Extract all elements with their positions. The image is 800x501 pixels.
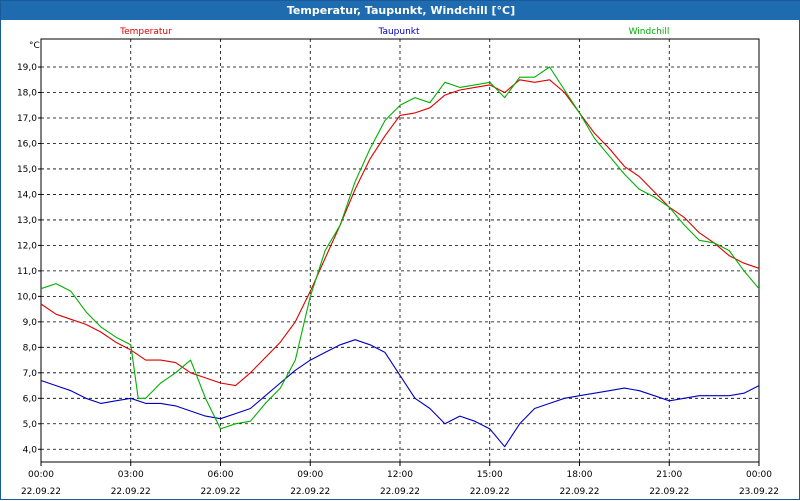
y-tick-label: 13,0 [17,216,37,226]
y-tick-label: 7,0 [23,369,38,379]
x-tick-time-label: 09:00 [297,470,323,480]
x-tick-date-label: 22.09.22 [559,487,599,497]
x-tick-time-label: 00:00 [28,470,54,480]
x-tick-date-label: 22.09.22 [649,487,689,497]
y-tick-label: 16,0 [17,139,37,149]
series-lines [40,66,760,448]
series-line-taupunkt [40,339,760,448]
x-tick-date-label: 22.09.22 [290,487,330,497]
y-tick-label: 4,0 [23,445,38,455]
x-axis-ticks: 00:00 22.09.22 03:00 22.09.22 06:00 22.09.22 0… [21,462,779,497]
x-tick-date-label: 22.09.22 [21,487,61,497]
x-tick-time-label: 21:00 [656,470,682,480]
x-tick-time-label: 00:00 [746,470,772,480]
x-tick-date-label: 22.09.22 [470,487,510,497]
y-tick-label: 18,0 [17,89,37,99]
x-tick-date-label: 22.09.22 [380,487,420,497]
x-tick-time-label: 03:00 [118,470,144,480]
legend-entry-windchill: Windchill [629,27,670,37]
y-tick-label: 12,0 [17,241,37,251]
legend-entry-taupunkt: Taupunkt [377,27,420,37]
y-tick-label: 6,0 [23,394,38,404]
y-tick-label: 9,0 [23,318,38,328]
y-tick-label: 8,0 [23,343,38,353]
y-tick-label: 15,0 [17,165,37,175]
x-tick-time-label: 06:00 [208,470,234,480]
grid [41,39,759,462]
legend: Temperatur Taupunkt Windchill [119,27,669,37]
x-tick-date-label: 22.09.22 [200,487,240,497]
x-tick-date-label: 23.09.22 [739,487,779,497]
x-tick-time-label: 12:00 [387,470,413,480]
y-tick-label: 14,0 [17,190,37,200]
x-tick-date-label: 22.09.22 [111,487,151,497]
x-tick-time-label: 15:00 [477,470,503,480]
window-title: Temperatur, Taupunkt, Windchill [°C] [1,1,800,20]
y-tick-label: 17,0 [17,114,37,124]
y-tick-label: 10,0 [17,292,37,302]
y-axis-unit-label: °C [29,41,40,51]
y-tick-label: 11,0 [17,267,37,277]
y-tick-label: 5,0 [23,420,38,430]
y-tick-label: 19,0 [17,63,37,73]
series-line-temperatur [40,79,760,387]
legend-entry-temperatur: Temperatur [119,27,172,37]
series-line-windchill [40,66,760,430]
y-axis-ticks: 4,0 5,0 6,0 7,0 8,0 9,0 10,0 11,0 12,0 13,0 14,0 15… [17,63,41,455]
x-tick-time-label: 18:00 [567,470,593,480]
